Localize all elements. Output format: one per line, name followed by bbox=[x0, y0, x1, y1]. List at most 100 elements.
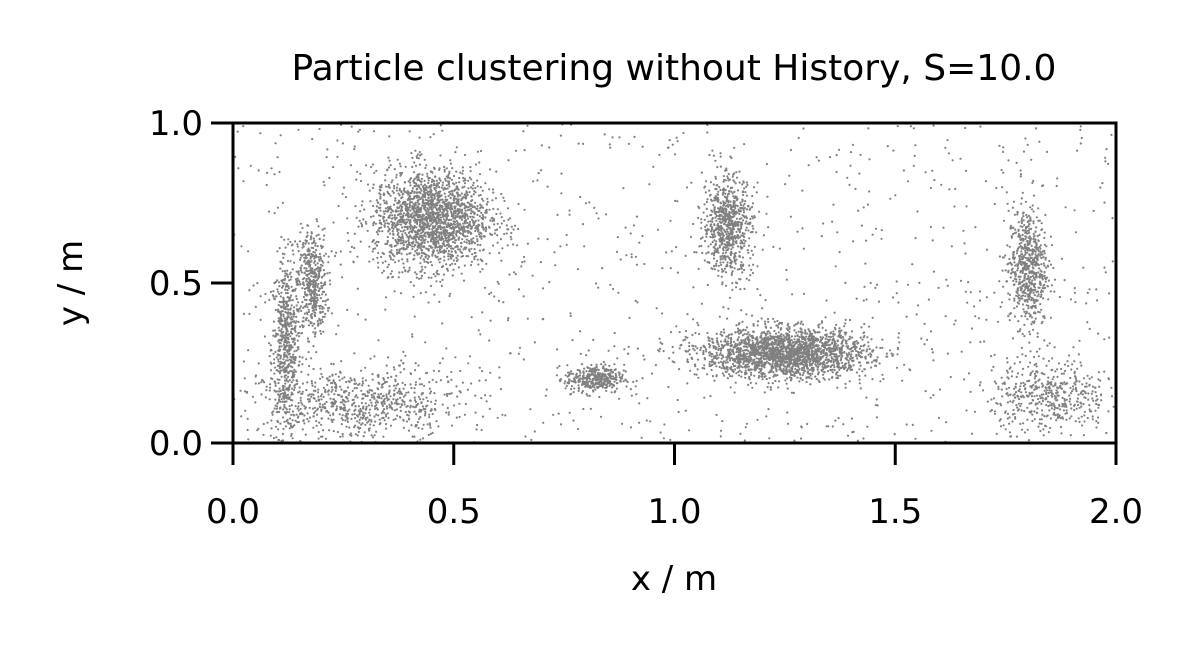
particle-point bbox=[732, 213, 735, 216]
particle-point bbox=[485, 203, 488, 206]
particle-point bbox=[274, 404, 277, 407]
particle-point bbox=[314, 333, 317, 336]
particle-point bbox=[744, 215, 748, 218]
particle-point bbox=[454, 197, 458, 200]
particle-point bbox=[741, 183, 744, 186]
particle-point bbox=[427, 176, 430, 180]
particle-point bbox=[370, 420, 373, 423]
particle-point bbox=[320, 276, 323, 279]
particle-point bbox=[424, 194, 427, 197]
particle-point bbox=[398, 387, 401, 391]
particle-point bbox=[289, 330, 292, 333]
particle-point bbox=[715, 264, 718, 267]
particle-point bbox=[320, 246, 323, 250]
particle-point bbox=[473, 222, 476, 225]
particle-point bbox=[284, 274, 287, 278]
particle-point bbox=[404, 223, 407, 226]
particle-point bbox=[318, 402, 322, 405]
particle-point bbox=[438, 225, 441, 228]
particle-point bbox=[442, 265, 445, 268]
particle-point bbox=[721, 233, 724, 236]
particle-point bbox=[870, 361, 874, 364]
particle-point bbox=[430, 211, 433, 214]
particle-point bbox=[272, 320, 275, 323]
particle-point bbox=[421, 405, 424, 408]
particle-point bbox=[476, 225, 480, 228]
particle-point bbox=[398, 364, 401, 367]
particle-point bbox=[500, 216, 503, 219]
particle-point bbox=[409, 224, 412, 227]
particle-point bbox=[722, 180, 725, 183]
particle-point bbox=[396, 414, 399, 417]
particle-point bbox=[313, 251, 316, 254]
particle-point bbox=[382, 399, 385, 402]
particle-point bbox=[393, 402, 396, 405]
particle-point bbox=[724, 169, 727, 172]
particle-point bbox=[381, 251, 384, 254]
particle-point bbox=[499, 238, 503, 241]
particle-point bbox=[471, 199, 474, 202]
particle-point bbox=[269, 290, 272, 293]
particle-point bbox=[725, 263, 729, 266]
particle-point bbox=[304, 433, 307, 436]
particle-point bbox=[320, 373, 323, 376]
particle-point bbox=[302, 419, 305, 422]
particle-point bbox=[472, 193, 475, 196]
particle-point bbox=[425, 220, 428, 223]
particle-point bbox=[728, 210, 731, 214]
particle-point bbox=[288, 427, 291, 430]
particle-point bbox=[402, 192, 405, 195]
particle-point bbox=[403, 368, 406, 371]
particle-point bbox=[396, 251, 399, 254]
particle-point bbox=[307, 420, 310, 423]
particle-point bbox=[266, 421, 269, 424]
particle-point bbox=[434, 399, 437, 402]
particle-point bbox=[396, 206, 399, 209]
particle-point bbox=[442, 218, 445, 221]
particle-point bbox=[283, 376, 286, 379]
particle-point bbox=[478, 173, 482, 176]
particle-point bbox=[370, 393, 373, 397]
particle-point bbox=[740, 370, 743, 374]
particle-point bbox=[703, 240, 707, 243]
particle-point bbox=[420, 196, 423, 199]
particle-point bbox=[438, 250, 441, 253]
particle-point bbox=[730, 211, 733, 214]
particle-point bbox=[491, 216, 494, 219]
particle-point bbox=[814, 375, 817, 378]
particle-point bbox=[293, 384, 296, 387]
particle-point bbox=[290, 304, 293, 307]
particle-point bbox=[387, 392, 391, 395]
particle-point bbox=[295, 270, 298, 273]
particle-point bbox=[386, 191, 390, 195]
particle-point bbox=[452, 236, 455, 239]
particle-point bbox=[395, 176, 398, 179]
particle-point bbox=[416, 210, 419, 214]
particle-point bbox=[300, 271, 303, 274]
particle-point bbox=[298, 273, 301, 276]
particle-point bbox=[287, 308, 290, 311]
particle-point bbox=[390, 402, 394, 405]
particle-point bbox=[427, 179, 430, 182]
particle-point bbox=[294, 355, 297, 359]
particle-point bbox=[712, 183, 715, 186]
particle-point bbox=[341, 432, 344, 436]
particle-point bbox=[383, 219, 386, 222]
particle-point bbox=[417, 426, 420, 430]
particle-point bbox=[440, 186, 443, 189]
particle-point bbox=[283, 420, 286, 423]
particle-point bbox=[416, 206, 419, 209]
particle-point bbox=[424, 209, 427, 212]
particle-point bbox=[741, 190, 745, 193]
particle-point bbox=[468, 176, 471, 179]
particle-point bbox=[402, 212, 406, 215]
particle-point bbox=[278, 400, 281, 403]
particle-point bbox=[286, 351, 289, 354]
particle-point bbox=[380, 397, 383, 400]
particle-point bbox=[413, 410, 416, 413]
particle-point bbox=[740, 375, 743, 378]
particle-point bbox=[273, 329, 277, 332]
particle-point bbox=[322, 386, 325, 389]
particle-point bbox=[380, 186, 383, 189]
